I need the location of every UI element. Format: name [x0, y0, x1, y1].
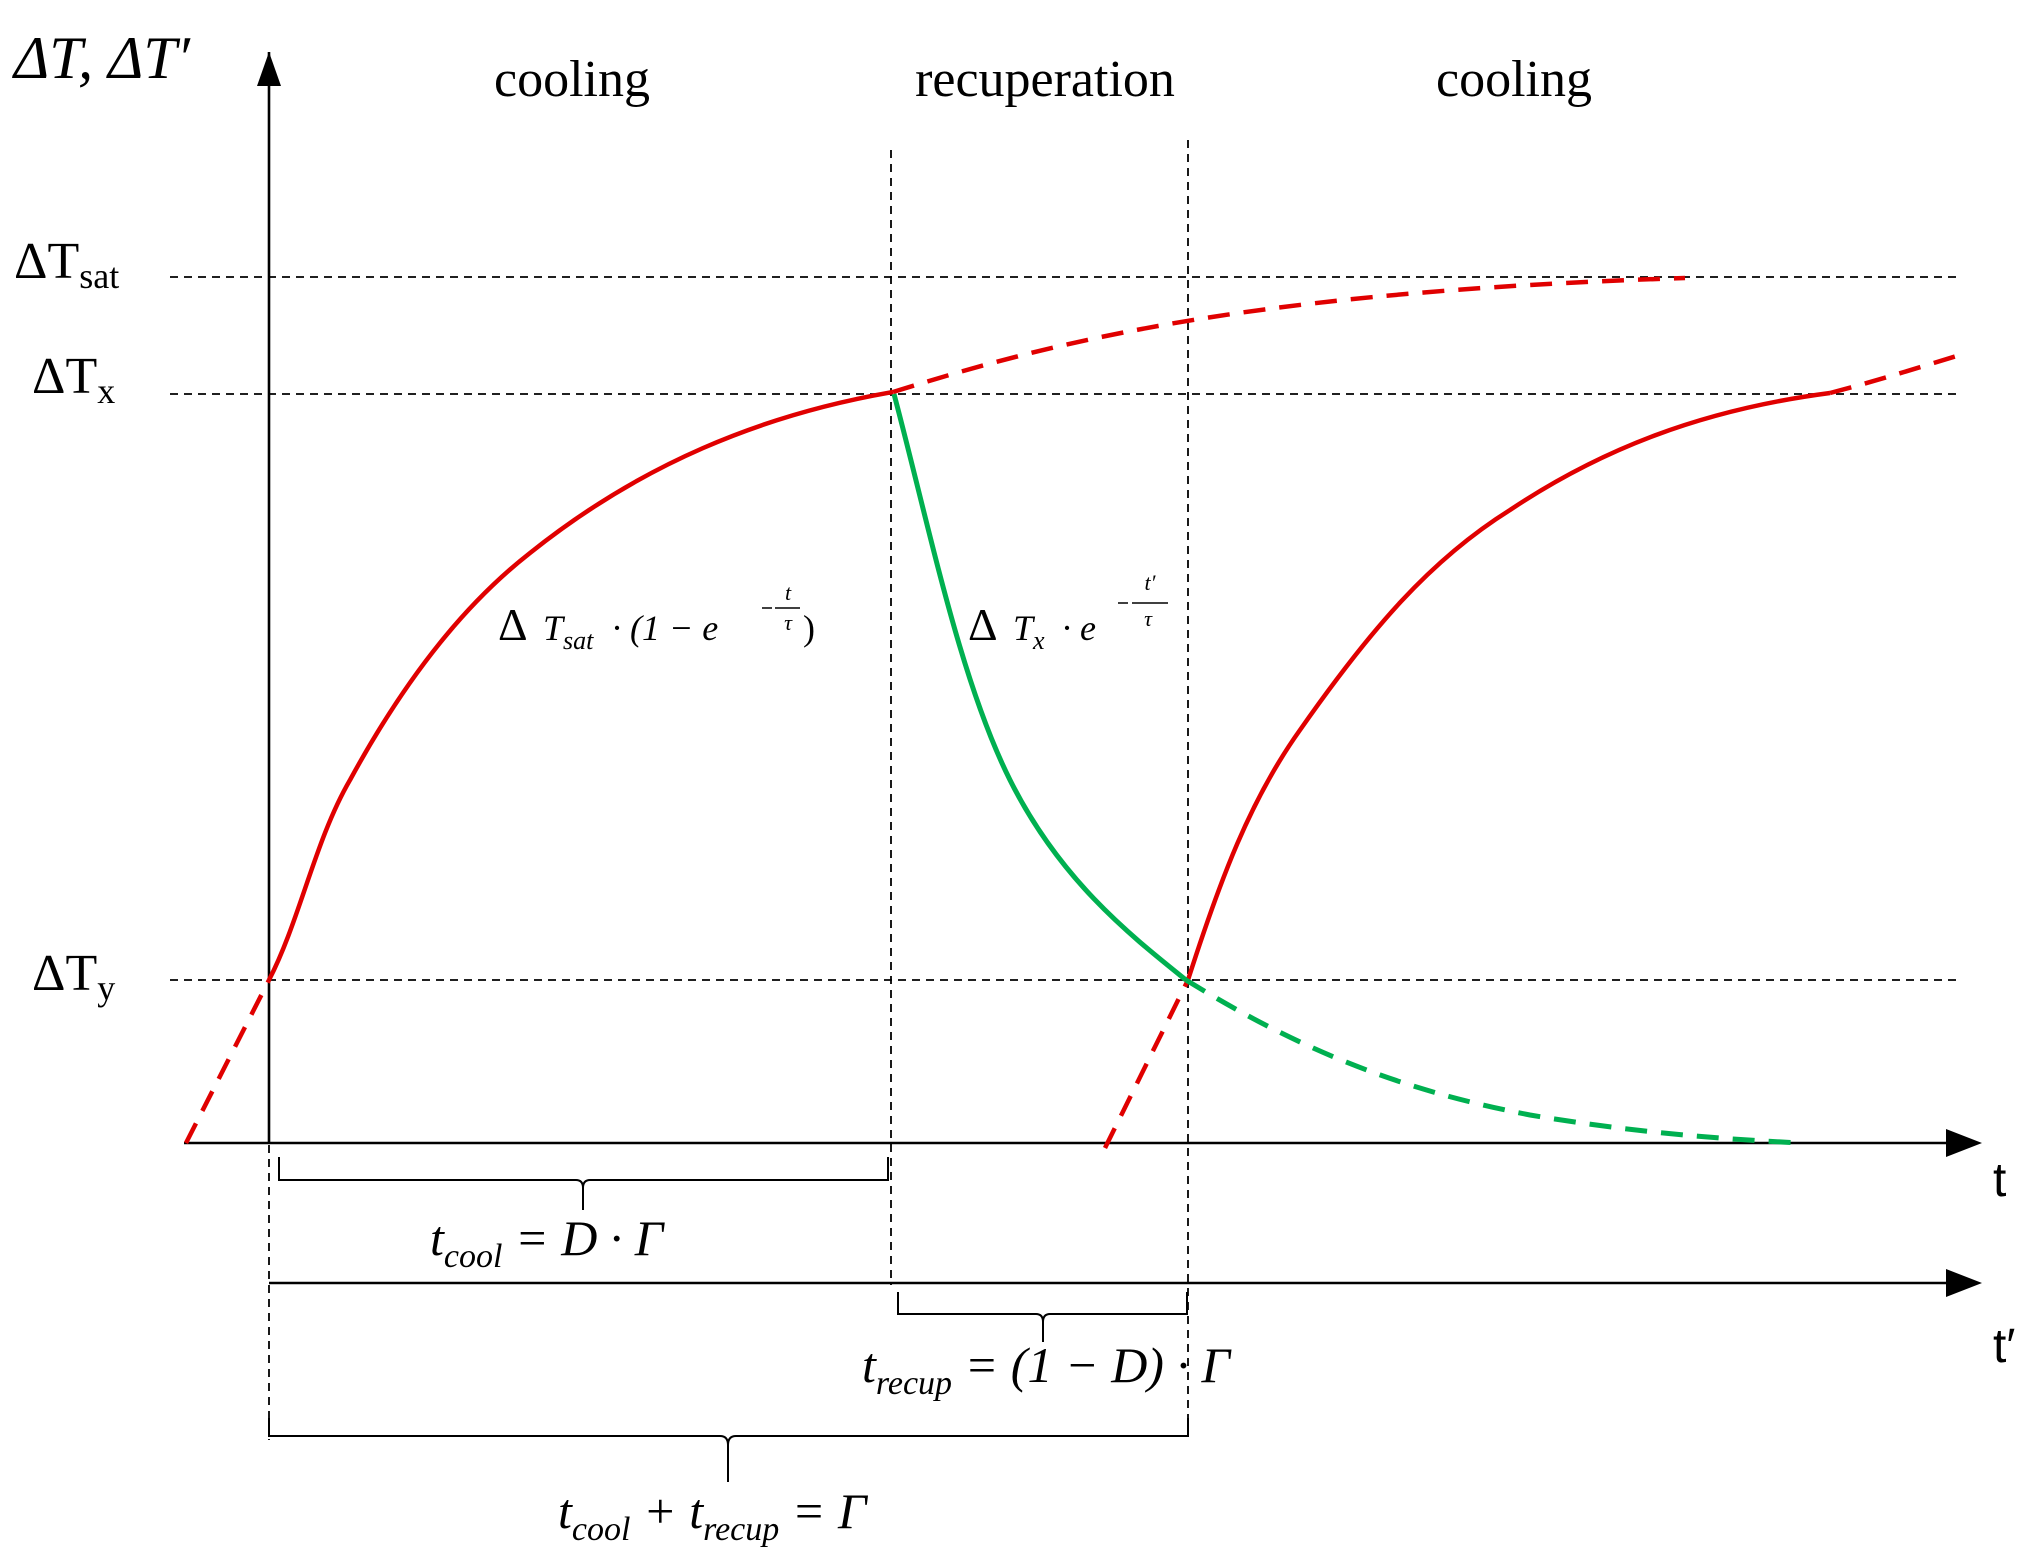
- svg-text:· e: · e: [1062, 608, 1096, 648]
- delta-t-sat-label: ΔTsat: [14, 233, 119, 296]
- cooling-curve-2-extrapolation-up: [1829, 352, 1961, 396]
- svg-text:Δ: Δ: [968, 599, 998, 650]
- svg-text:ΔTy: ΔTy: [32, 945, 115, 1008]
- cooling-curve-2: [1185, 390, 1831, 981]
- cooling-curve-1-saturation-extrapolation: [892, 275, 1686, 395]
- phase-label-cooling-2: cooling: [1436, 51, 1592, 108]
- svg-text:t: t: [785, 580, 792, 605]
- phase-label-cooling-1: cooling: [494, 51, 650, 108]
- delta-t-x-label: ΔTx: [32, 348, 115, 411]
- delta-t-y-label: ΔTy: [32, 945, 115, 1008]
- cooling-curve-1: [267, 389, 894, 982]
- t-axis-label: t: [1993, 1154, 2006, 1207]
- t-axis-arrowhead: [1946, 1129, 1982, 1157]
- recuperation-formula: Δ Tx · e t′ τ: [968, 570, 1168, 655]
- t-recup-brace: [897, 1292, 1188, 1342]
- t-recup-label: trecup = (1 − D) · Γ: [862, 1337, 1232, 1402]
- y-axis-label: ΔT, ΔT′: [12, 25, 191, 91]
- phase-label-recuperation: recuperation: [915, 51, 1175, 108]
- t-prime-axis-arrowhead: [1946, 1269, 1982, 1297]
- svg-text:Tsat: Tsat: [543, 608, 594, 655]
- cooling-curve-1-extrapolation: [183, 978, 272, 1145]
- t-prime-axis-label: t′: [1993, 1320, 2015, 1373]
- svg-text:ΔTsat: ΔTsat: [14, 233, 119, 296]
- svg-text:τ: τ: [1144, 606, 1153, 631]
- y-axis-arrowhead: [257, 52, 281, 86]
- t-cool-brace: [278, 1157, 889, 1210]
- recuperation-curve: [891, 393, 1188, 982]
- t-cool-label: tcool = D · Γ: [430, 1210, 666, 1275]
- total-period-label: tcool + trecup = Γ: [558, 1483, 869, 1548]
- cooling-formula: Δ Tsat · (1 − e t τ ): [498, 580, 815, 655]
- svg-text:): ): [803, 608, 815, 648]
- svg-text:Tx: Tx: [1013, 608, 1045, 655]
- svg-text:t′: t′: [1145, 570, 1157, 595]
- svg-text:τ: τ: [784, 610, 793, 635]
- svg-text:Δ: Δ: [498, 599, 528, 650]
- recuperation-curve-extrapolation: [1184, 977, 1801, 1146]
- total-period-brace: [268, 1418, 1189, 1482]
- svg-text:ΔTx: ΔTx: [32, 348, 115, 411]
- svg-text:· (1 − e: · (1 − e: [612, 608, 718, 648]
- cooling-curve-2-extrapolation: [1102, 979, 1191, 1149]
